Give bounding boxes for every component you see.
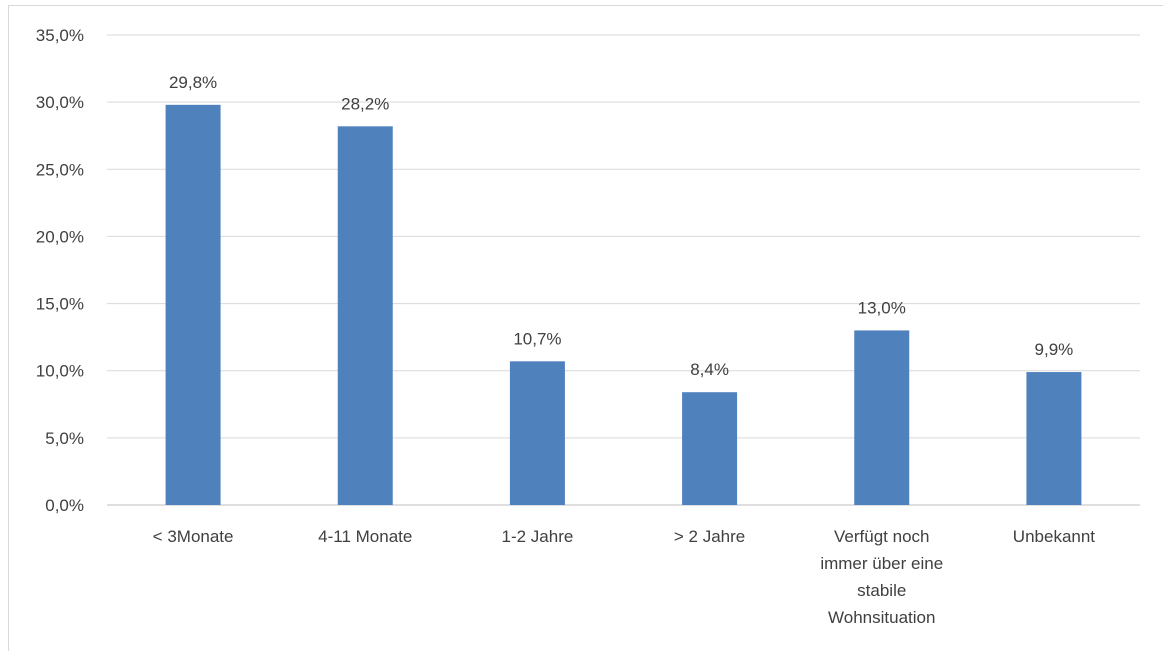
x-category-label-line: > 2 Jahre: [674, 527, 745, 546]
y-tick-label: 15,0%: [36, 295, 84, 314]
x-category-label: 1-2 Jahre: [502, 527, 574, 546]
x-category-label-line: Unbekannt: [1013, 527, 1096, 546]
data-label: 13,0%: [858, 298, 906, 317]
bar: [165, 104, 221, 505]
y-tick-label: 10,0%: [36, 362, 84, 381]
bars: [165, 104, 1082, 506]
bar: [1026, 372, 1082, 505]
bar: [854, 330, 910, 505]
x-category-label-line: < 3Monate: [153, 527, 234, 546]
y-axis-ticks: 0,0% 5,0% 10,0% 15,0% 20,0% 25,0% 30,0% 35,0%: [36, 26, 84, 515]
bar: [509, 361, 565, 505]
chart-frame: [8, 5, 1163, 651]
y-tick-label: 25,0%: [36, 160, 84, 179]
x-category-label: > 2 Jahre: [674, 527, 745, 546]
y-tick-label: 30,0%: [36, 93, 84, 112]
data-label: 9,9%: [1035, 340, 1074, 359]
y-tick-label: 35,0%: [36, 26, 84, 45]
x-category-label: Unbekannt: [1013, 527, 1096, 546]
x-category-label-line: stabile: [857, 581, 906, 600]
x-category-label-line: 4-11 Monate: [318, 527, 412, 546]
y-tick-label: 5,0%: [45, 429, 84, 448]
data-label: 29,8%: [169, 73, 217, 92]
x-category-label-line: Wohnsituation: [828, 608, 935, 627]
bar: [682, 392, 738, 505]
data-label: 28,2%: [341, 94, 389, 113]
gridlines: [107, 34, 1140, 506]
x-category-label-line: 1-2 Jahre: [502, 527, 574, 546]
x-category-label-line: Verfügt noch: [834, 527, 929, 546]
x-category-label-line: immer über eine: [820, 554, 943, 573]
data-label: 10,7%: [513, 329, 561, 348]
x-category-label: 4-11 Monate: [318, 527, 412, 546]
data-labels: 29,8% 28,2% 10,7% 8,4% 13,0% 9,9%: [169, 73, 1073, 379]
x-axis-labels: < 3Monate 4-11 Monate 1-2 Jahre > 2 Jahre Ve…: [153, 527, 1096, 627]
bar: [337, 126, 393, 506]
y-tick-label: 20,0%: [36, 227, 84, 246]
y-tick-label: 0,0%: [45, 496, 84, 515]
x-category-label: < 3Monate: [153, 527, 234, 546]
data-label: 8,4%: [690, 360, 729, 379]
x-category-label: Verfügt noch immer über eine stabile Wohnsi…: [820, 527, 943, 627]
